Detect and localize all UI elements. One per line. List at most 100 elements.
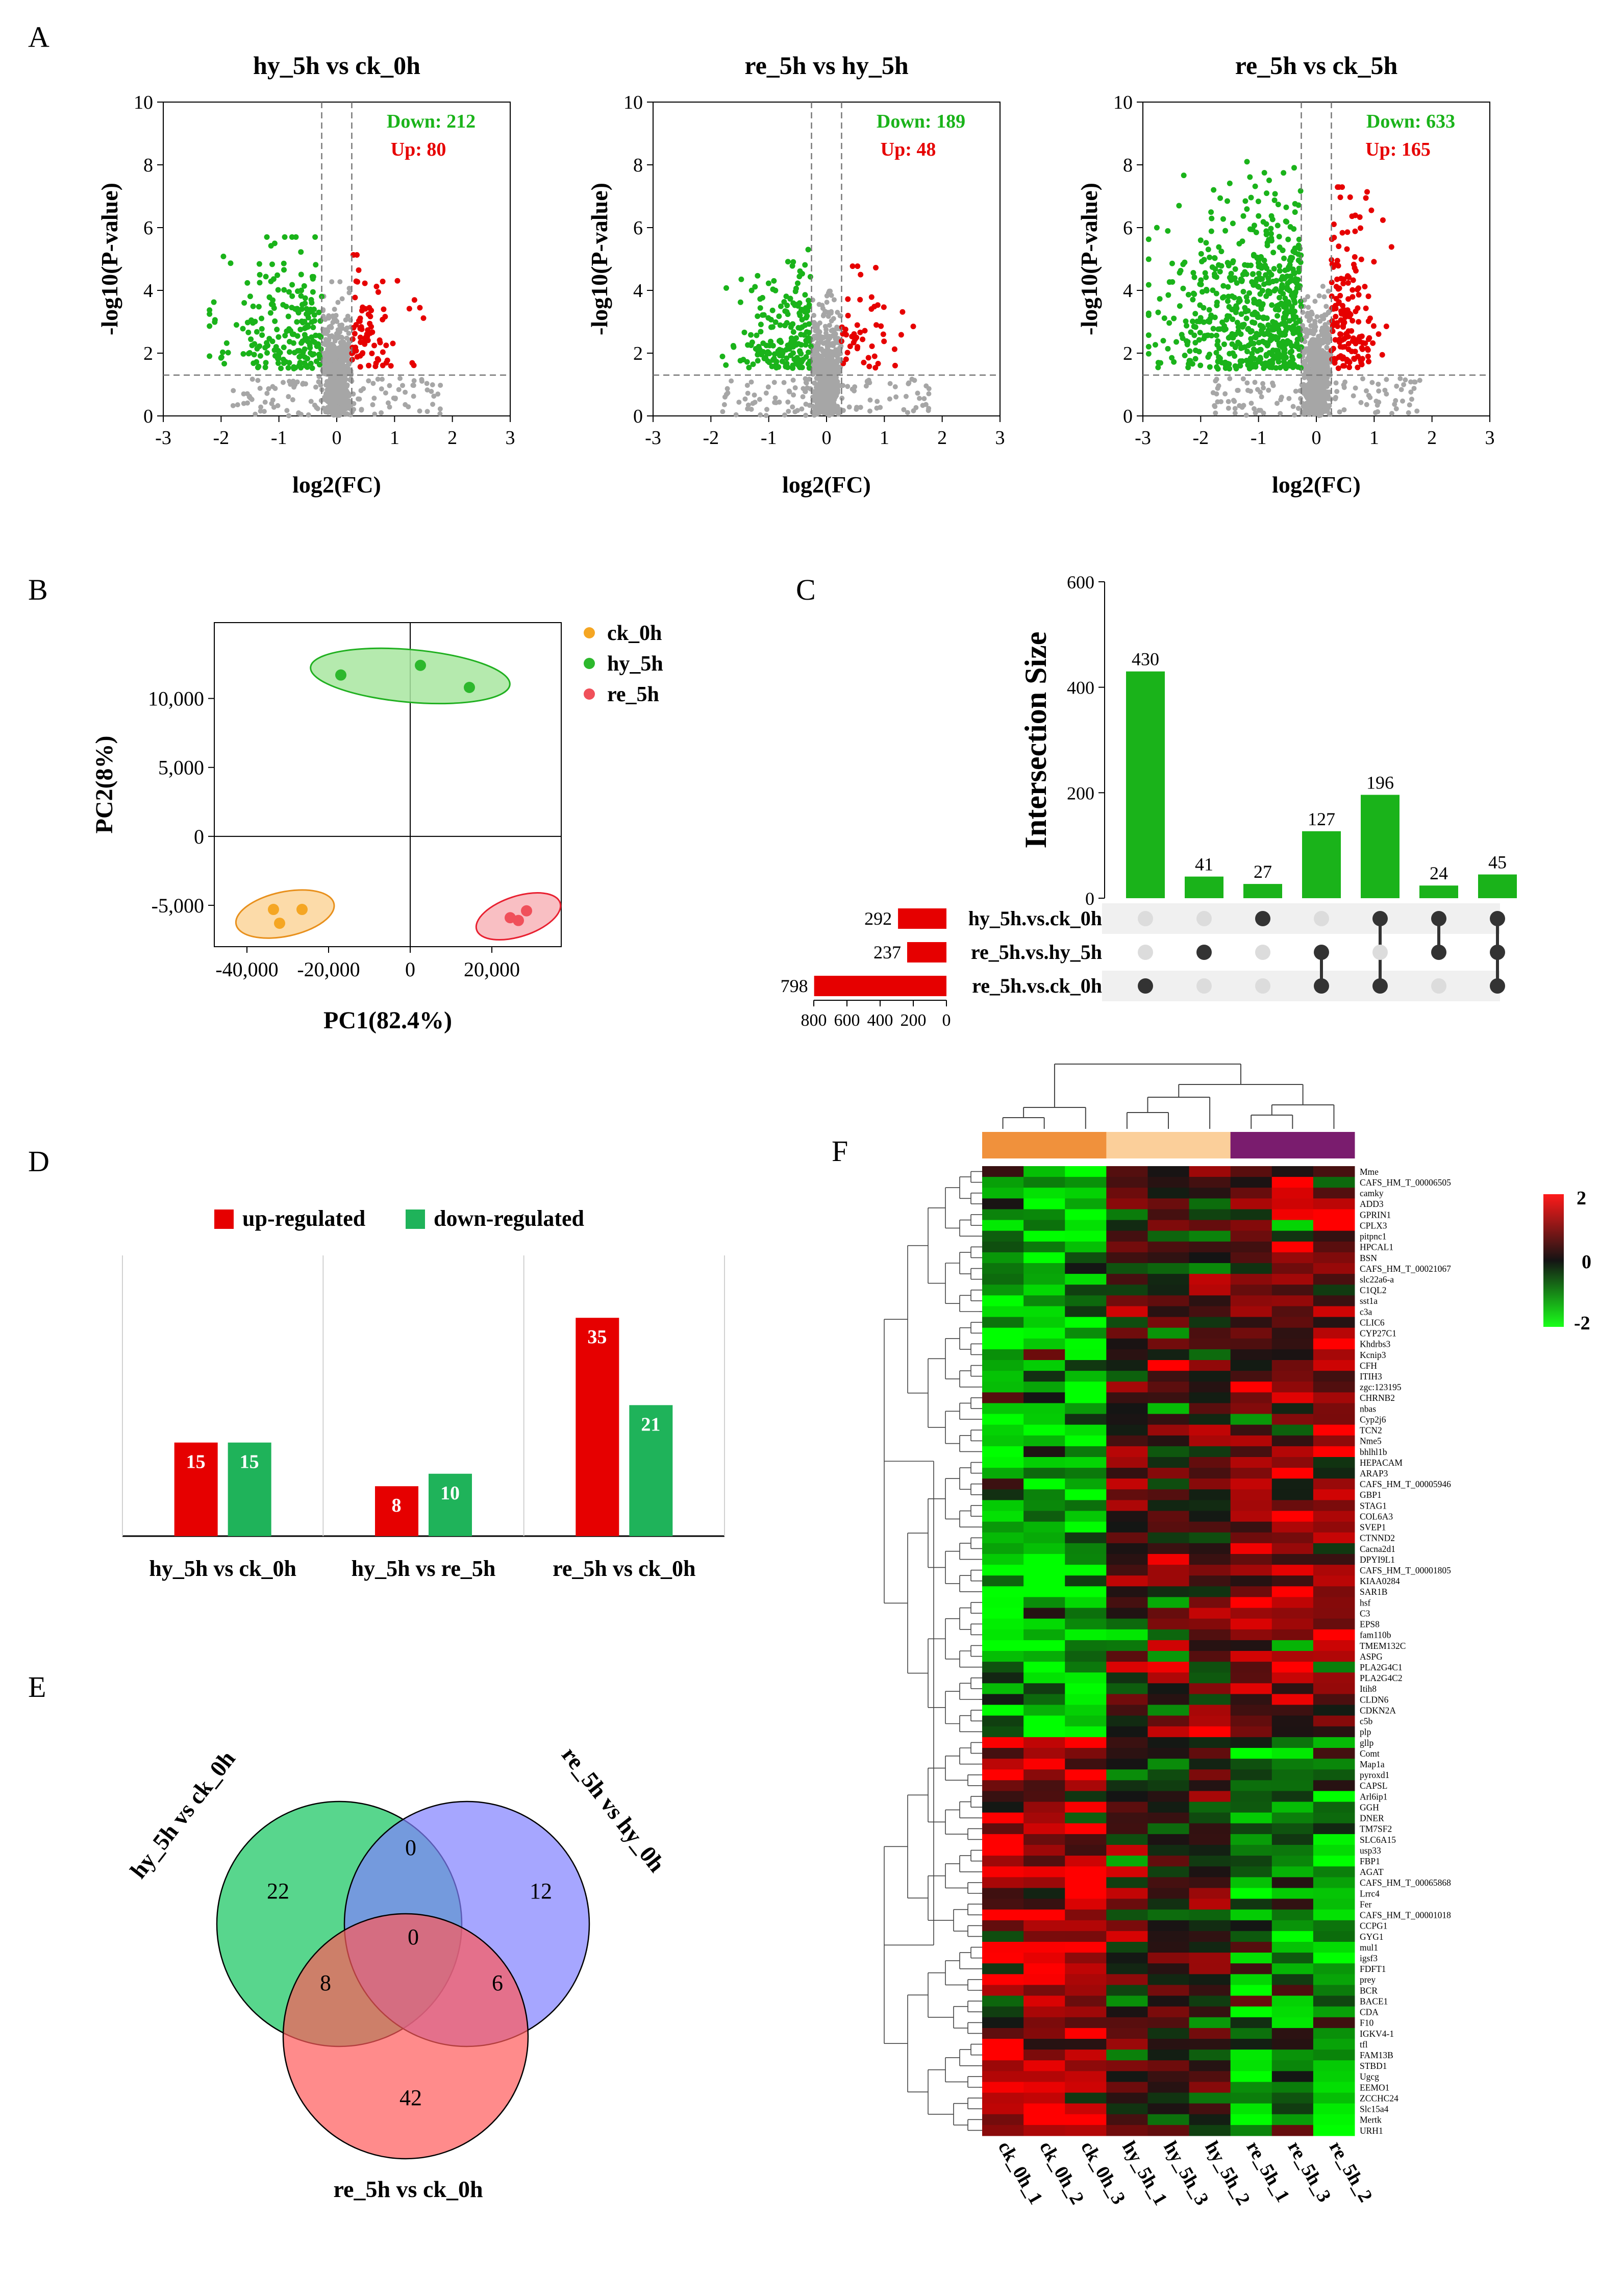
non-significant-point	[829, 318, 834, 324]
down-regulated-point	[806, 365, 812, 371]
down-regulated-point	[1239, 278, 1245, 284]
down-regulated-point	[1282, 304, 1288, 310]
down-regulated-point	[1206, 307, 1212, 313]
down-regulated-point	[1217, 326, 1223, 332]
heatmap-cell	[1147, 1446, 1190, 1458]
heatmap-cell	[1065, 1198, 1107, 1209]
down-regulated-point	[268, 243, 274, 249]
heatmap-cell	[1271, 1317, 1314, 1328]
heatmap-cell	[1271, 1575, 1314, 1587]
non-significant-point	[314, 405, 319, 410]
down-regulated-point	[298, 340, 304, 346]
heatmap-cell	[1230, 1371, 1272, 1382]
non-significant-point	[1367, 395, 1373, 401]
up-regulated-point	[358, 324, 364, 330]
non-significant-point	[1397, 376, 1403, 381]
non-significant-point	[1243, 412, 1249, 418]
legend-marker	[584, 627, 595, 638]
down-regulated-point	[1216, 262, 1222, 268]
down-regulated-point	[802, 292, 808, 298]
non-significant-point	[1227, 376, 1233, 382]
down-regulated-point	[1145, 310, 1152, 316]
heatmap-cell	[1230, 1640, 1272, 1651]
down-regulated-point	[250, 303, 256, 309]
x-tick-label: 0	[332, 427, 342, 449]
non-significant-point	[1353, 385, 1358, 391]
non-significant-point	[826, 313, 831, 319]
down-regulated-point	[1190, 297, 1196, 303]
up-regulated-point	[871, 353, 878, 359]
down-regulated-point	[270, 302, 276, 308]
down-regulated-point	[1239, 322, 1245, 328]
heatmap-cell	[1230, 1338, 1272, 1350]
heatmap-cell	[1023, 1651, 1065, 1662]
heatmap-cell	[1189, 1424, 1231, 1436]
non-significant-point	[1308, 380, 1314, 386]
x-tick-label: 0	[822, 427, 832, 449]
down-regulated-point	[302, 300, 308, 306]
non-significant-point	[330, 377, 336, 383]
up-regulated-point	[366, 362, 372, 368]
non-significant-point	[1248, 401, 1254, 406]
non-significant-point	[875, 399, 880, 404]
non-significant-point	[329, 333, 335, 339]
down-regulated-point	[1268, 238, 1275, 244]
non-significant-point	[1232, 406, 1238, 411]
non-significant-point	[255, 378, 261, 383]
heatmap-cell	[1023, 1209, 1065, 1221]
heatmap-cell	[1313, 1511, 1355, 1522]
heatmap-cell	[1106, 1414, 1148, 1425]
non-significant-point	[1256, 408, 1262, 413]
down-regulated-point	[1291, 248, 1297, 254]
up-regulated-point	[845, 312, 851, 318]
heatmap-cell	[1271, 1521, 1314, 1533]
non-significant-point	[266, 386, 271, 391]
x-axis-label: log2(FC)	[782, 472, 871, 498]
down-regulated-point	[1243, 315, 1250, 322]
y-tick-label: 10	[1113, 92, 1133, 113]
heatmap-row-label: CFH	[1360, 1361, 1377, 1371]
down-regulated-point	[784, 320, 790, 326]
heatmap-row-label: Cyp2j6	[1360, 1414, 1386, 1424]
down-regulated-point	[1244, 298, 1251, 304]
heatmap-cell	[1147, 1252, 1190, 1264]
non-significant-point	[1406, 410, 1411, 415]
non-significant-point	[1226, 399, 1231, 404]
heatmap-cell	[1023, 1166, 1065, 1177]
heatmap-cell	[1313, 1565, 1355, 1576]
up-regulated-point	[369, 350, 375, 356]
heatmap-cell	[1313, 1521, 1355, 1533]
down-regulated-point	[1269, 302, 1275, 308]
non-significant-point	[1317, 318, 1323, 324]
heatmap-cell	[1147, 1230, 1190, 1242]
down-regulated-point	[284, 328, 290, 334]
non-significant-point	[1323, 378, 1329, 383]
down-regulated-point	[1290, 330, 1296, 336]
non-significant-point	[818, 346, 823, 352]
heatmap-cell	[1147, 1597, 1190, 1609]
non-significant-point	[1333, 394, 1338, 400]
heatmap-cell	[1106, 1640, 1148, 1651]
non-significant-point	[923, 383, 929, 389]
heatmap-cell	[1106, 1521, 1148, 1533]
non-significant-point	[343, 369, 349, 375]
non-significant-point	[1213, 410, 1218, 416]
down-regulated-point	[1244, 262, 1251, 268]
heatmap-cell	[1230, 1629, 1272, 1641]
non-significant-point	[814, 326, 820, 331]
down-regulated-point	[1277, 263, 1283, 269]
down-regulated-point	[793, 335, 799, 341]
heatmap-cell	[1271, 1500, 1314, 1512]
heatmap-cell	[982, 1586, 1024, 1597]
heatmap-cell	[1230, 1618, 1272, 1630]
non-significant-point	[1320, 284, 1326, 289]
legend-label-up: up-regulated	[242, 1206, 365, 1231]
down-regulated-point	[1255, 314, 1261, 320]
non-significant-point	[792, 385, 798, 390]
down-regulated-point	[1213, 332, 1219, 338]
up-regulated-point	[880, 331, 886, 337]
non-significant-point	[258, 404, 264, 410]
down-regulated-point	[1169, 260, 1175, 266]
non-significant-point	[1313, 379, 1319, 385]
down-regulated-point	[301, 283, 307, 289]
